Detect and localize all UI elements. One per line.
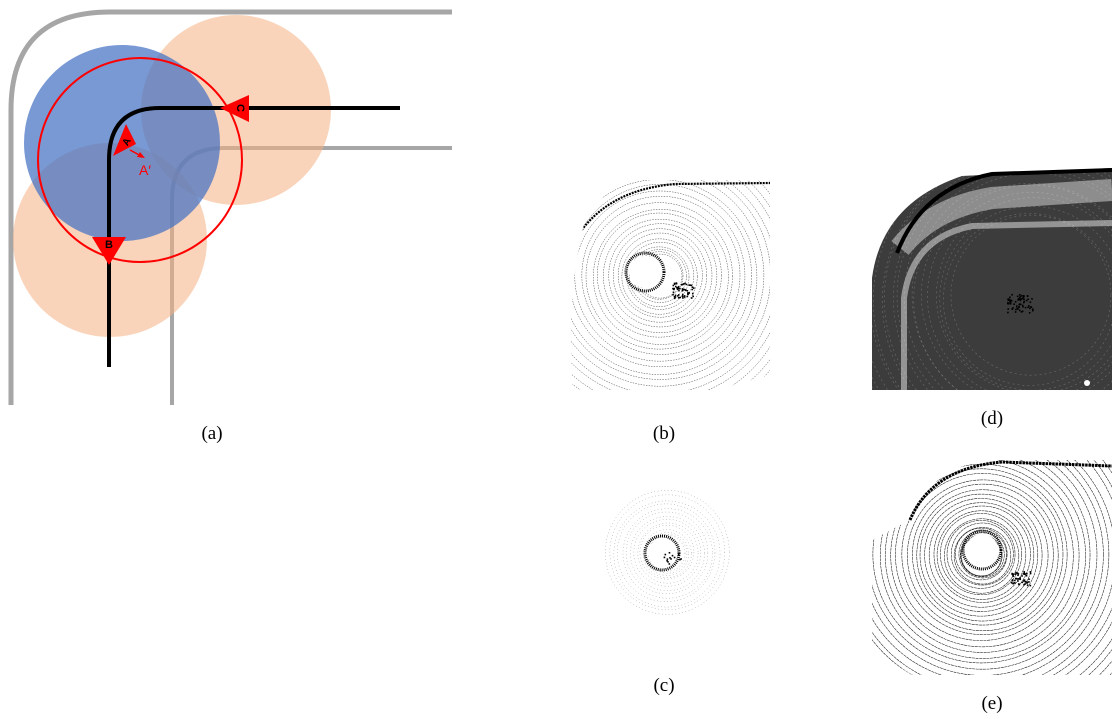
- marker-b: B: [92, 237, 126, 265]
- object-cluster: [1010, 571, 1032, 587]
- wall-arc: [574, 181, 770, 241]
- trajectory-path: [107, 106, 400, 367]
- panel-e-point-cloud: [872, 460, 1112, 675]
- object-cluster: [663, 551, 682, 565]
- hole-rim: [624, 251, 666, 293]
- caption-e: (e): [981, 693, 1003, 714]
- panel-a-diagram: C B A A′: [0, 0, 460, 410]
- scan-rings: [565, 180, 770, 390]
- point-cloud-b: [565, 180, 770, 390]
- panel-c-point-cloud: [600, 490, 735, 620]
- marker-b-label: B: [105, 239, 113, 251]
- caption-d: (d): [980, 408, 1004, 429]
- marker-a: A: [113, 124, 136, 156]
- marker-c-label: C: [234, 104, 246, 112]
- point-cloud-c: [605, 490, 730, 615]
- caption-c: (c): [653, 675, 675, 696]
- object-cluster: [672, 282, 695, 300]
- a-prime-offset-arrow: A′: [129, 149, 151, 178]
- object-cluster: [1007, 293, 1034, 314]
- point-cloud-e: [872, 460, 1112, 675]
- point-cloud-d: [872, 168, 1112, 390]
- caption-b: (b): [652, 423, 676, 444]
- corner-diagram: C B A A′: [8, 9, 452, 405]
- sensor-hole: [648, 539, 676, 567]
- hole-rim: [961, 529, 1003, 571]
- sensor-hole: [966, 534, 998, 566]
- caption-a: (a): [201, 423, 223, 444]
- road-outer-edge: [8, 9, 452, 405]
- wall-arc: [908, 460, 1112, 521]
- panel-d-dense-map: [872, 168, 1112, 390]
- hole-rim: [643, 534, 681, 572]
- panel-b-point-cloud: [565, 180, 770, 390]
- scan-rings: [872, 460, 1112, 675]
- a-prime-label: A′: [139, 162, 151, 178]
- marker-c: C: [220, 95, 249, 122]
- wall-arc: [895, 168, 1112, 254]
- search-radius-circle: [37, 57, 243, 263]
- sensor-hole: [629, 256, 661, 288]
- marker-a-label: A: [121, 136, 134, 148]
